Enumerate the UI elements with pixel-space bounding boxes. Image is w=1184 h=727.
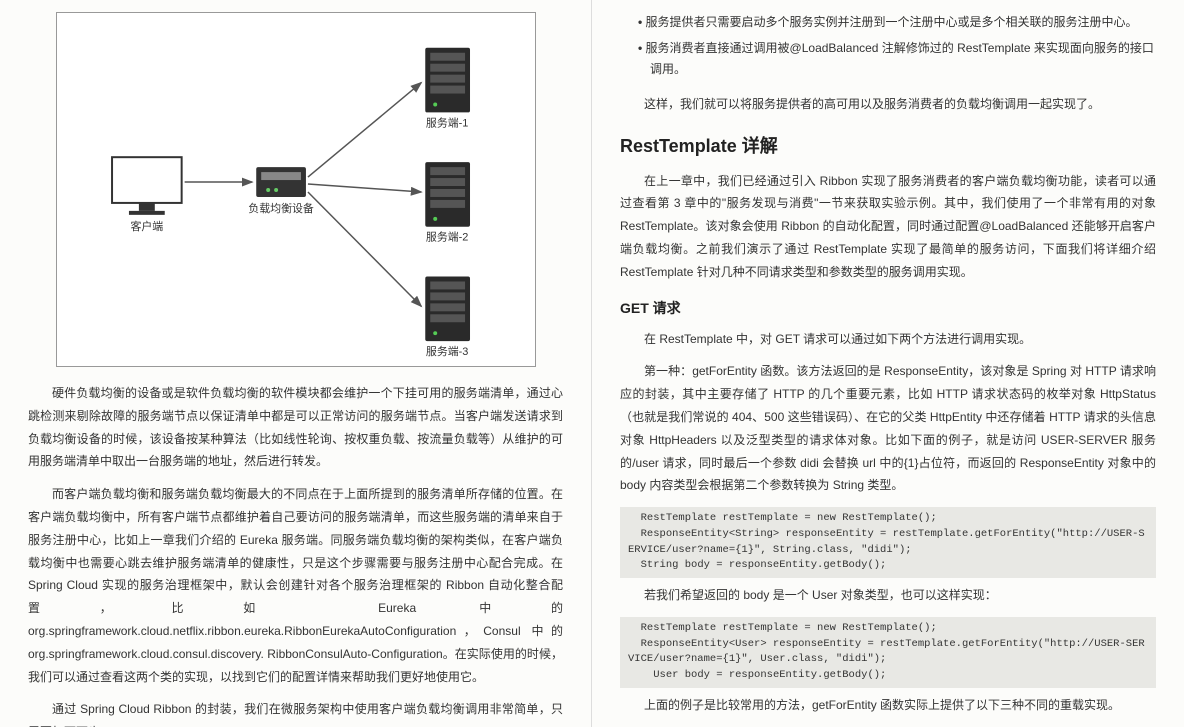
h2-get: GET 请求: [620, 298, 1156, 318]
p-get1: 在 RestTemplate 中，对 GET 请求可以通过如下两个方法进行调用实…: [620, 328, 1156, 351]
left-p3: 通过 Spring Cloud Ribbon 的封装，我们在微服务架构中使用客户…: [28, 698, 563, 727]
arrow-lb-s3: [307, 192, 420, 306]
bullet-2: 服务消费者直接通过调用被@LoadBalanced 注解修饰过的 RestTem…: [620, 38, 1156, 81]
arrow-lb-s2: [307, 184, 420, 192]
p-get2: 第一种：getForEntity 函数。该方法返回的是 ResponseEnti…: [620, 360, 1156, 497]
lb-diagram: 客户端 负载均衡设备 服务端-1 服务端-2: [56, 12, 536, 367]
p-rt-intro: 在上一章中，我们已经通过引入 Ribbon 实现了服务消费者的客户端负载均衡功能…: [620, 170, 1156, 284]
left-page: 客户端 负载均衡设备 服务端-1 服务端-2: [0, 0, 592, 727]
left-p2: 而客户端负载均衡和服务端负载均衡最大的不同点在于上面所提到的服务清单所存储的位置…: [28, 483, 563, 688]
server-1-icon: [425, 48, 470, 113]
lb-icon: [256, 167, 306, 197]
code-block-2: RestTemplate restTemplate = new RestTemp…: [620, 617, 1156, 688]
diagram-svg: 客户端 负载均衡设备 服务端-1 服务端-2: [57, 13, 535, 366]
p-get3: 若我们希望返回的 body 是一个 User 对象类型，也可以这样实现：: [620, 584, 1156, 607]
server-3-label: 服务端-3: [425, 345, 467, 358]
bullet-list: 服务提供者只需要启动多个服务实例并注册到一个注册中心或是多个相关联的服务注册中心…: [620, 12, 1156, 81]
server-1-label: 服务端-1: [425, 116, 467, 129]
client-icon: [112, 157, 182, 215]
arrow-lb-s1: [307, 83, 420, 177]
code-block-1: RestTemplate restTemplate = new RestTemp…: [620, 507, 1156, 578]
bullet-1: 服务提供者只需要启动多个服务实例并注册到一个注册中心或是多个相关联的服务注册中心…: [620, 12, 1156, 34]
lb-label: 负载均衡设备: [248, 201, 314, 215]
server-3-icon: [425, 277, 470, 342]
server-2-icon: [425, 162, 470, 227]
left-p1: 硬件负载均衡的设备或是软件负载均衡的软件模块都会维护一个下挂可用的服务端清单，通…: [28, 382, 563, 473]
server-2-label: 服务端-2: [425, 231, 467, 244]
client-label: 客户端: [130, 219, 163, 233]
p-get4: 上面的例子是比较常用的方法，getForEntity 函数实际上提供了以下三种不…: [620, 694, 1156, 717]
h1-resttemplate: RestTemplate 详解: [620, 132, 1156, 158]
right-page: 服务提供者只需要启动多个服务实例并注册到一个注册中心或是多个相关联的服务注册中心…: [592, 0, 1184, 727]
p-after-bullets: 这样，我们就可以将服务提供者的高可用以及服务消费者的负载均衡调用一起实现了。: [620, 93, 1156, 116]
